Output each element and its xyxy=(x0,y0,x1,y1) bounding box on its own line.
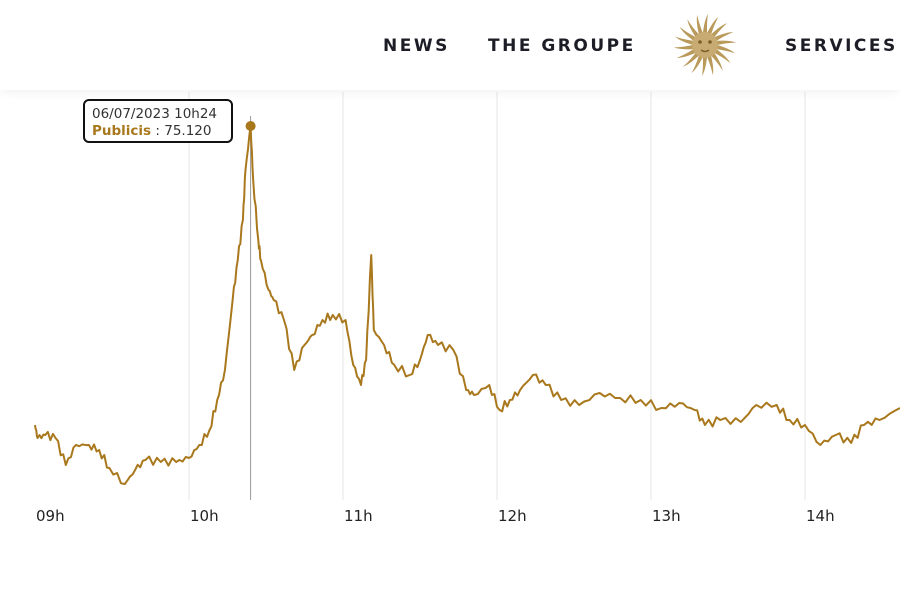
tooltip-value: : 75.120 xyxy=(155,123,212,139)
tooltip: 06/07/2023 10h24 Publicis : 75.120 xyxy=(83,99,233,143)
x-tick-label: 14h xyxy=(806,507,835,525)
tooltip-series: Publicis xyxy=(92,123,152,139)
nav-news[interactable]: NEWS xyxy=(383,36,450,56)
price-chart: 09h 10h 11h 12h 13h 14h xyxy=(34,92,900,525)
x-tick-label: 10h xyxy=(190,507,219,525)
series-line-publicis xyxy=(34,125,900,485)
x-tick-label: 09h xyxy=(36,507,65,525)
nav-services[interactable]: SERVICES xyxy=(785,36,898,56)
x-tick-label: 13h xyxy=(652,507,681,525)
site-header: NEWS THE GROUPE SERVICES xyxy=(0,0,900,90)
x-tick-label: 11h xyxy=(344,507,373,525)
publicis-lion-logo-icon[interactable] xyxy=(672,12,738,78)
highlight-point[interactable] xyxy=(245,121,256,131)
x-tick-label: 12h xyxy=(498,507,527,525)
nav-the-groupe[interactable]: THE GROUPE xyxy=(488,36,636,56)
tooltip-date: 06/07/2023 10h24 xyxy=(92,106,218,122)
